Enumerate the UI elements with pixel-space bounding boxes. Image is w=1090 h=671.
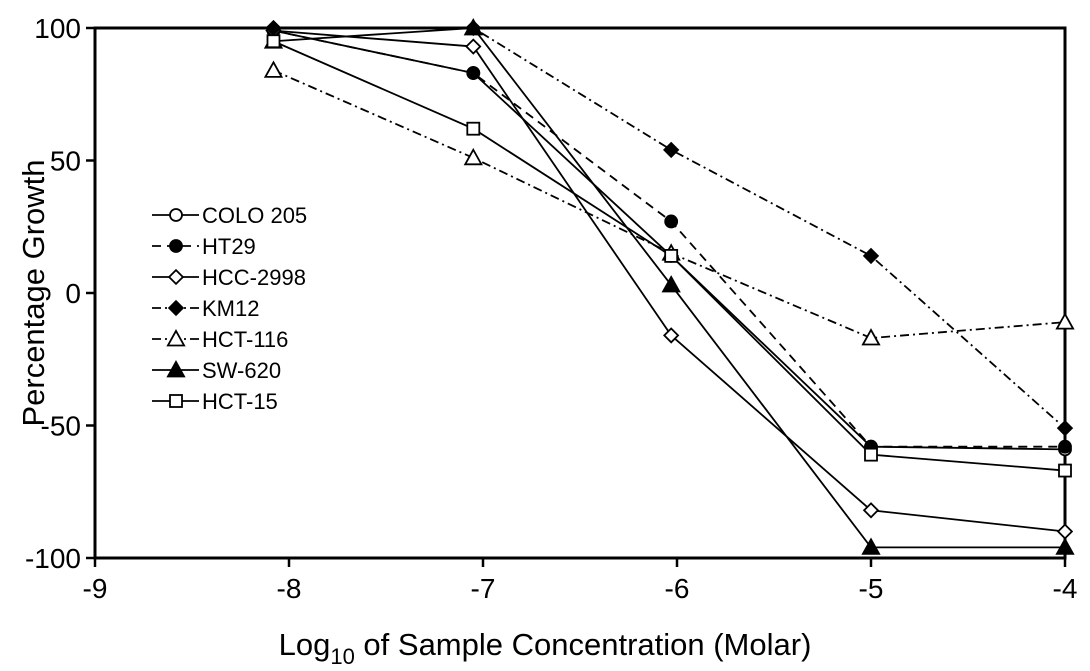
x-tick-label: -9 [83, 573, 108, 604]
data-point-sw-620 [861, 537, 881, 555]
x-axis-title: Log10 of Sample Concentration (Molar) [279, 627, 812, 669]
data-point-hcc-2998 [663, 327, 680, 344]
data-point-hct-116 [463, 147, 483, 166]
legend-marker-sw-620 [166, 360, 186, 378]
data-point-hct-116 [1055, 312, 1075, 330]
legend-label-colo-205: COLO 205 [202, 203, 307, 228]
plot-frame [93, 26, 1067, 560]
legend-marker-hct-116 [166, 329, 186, 347]
data-point-sw-620 [463, 18, 483, 36]
data-point-hct-15 [664, 248, 679, 263]
legend-marker-colo-205 [169, 208, 183, 222]
data-point-ht29 [664, 214, 679, 229]
legend-marker-hcc-2998 [167, 268, 185, 286]
legend-label-hct-116: HCT-116 [202, 327, 288, 352]
x-axis-title-main: Log [279, 627, 331, 662]
data-point-hct-116 [861, 328, 881, 346]
data-point-ht29 [466, 66, 481, 80]
data-point-km12 [862, 247, 880, 265]
data-point-hct-15 [864, 447, 878, 462]
legend-label-hcc-2998: HCC-2998 [202, 265, 306, 290]
x-tick-label: -4 [1053, 573, 1078, 604]
x-axis-title-subscript: 10 [330, 644, 354, 669]
x-tick-label: -5 [859, 573, 884, 604]
data-point-hcc-2998 [465, 38, 482, 55]
axis-ticks: -9 -8 -7 -6 -5 -4 100 50 0 -50 -100 [25, 13, 1078, 604]
data-point-km12 [663, 141, 680, 159]
y-axis-title: Percentage Growth [16, 159, 51, 426]
y-tick-label: -50 [41, 411, 81, 442]
x-tick-label: -8 [277, 573, 302, 604]
series-line-hct-116 [273, 69, 1065, 339]
data-point-hct-15 [466, 121, 481, 136]
legend-marker-km12 [167, 299, 185, 317]
y-tick-label: 50 [50, 146, 81, 177]
legend-marker-ht29 [169, 239, 183, 253]
legend-label-ht29: HT29 [202, 234, 256, 259]
legend: COLO 205 HT29 HCC-2998 KM12 HCT-116 SW-620 HCT… [152, 203, 307, 414]
data-point-ht29 [1058, 439, 1072, 454]
series-line-km12 [273, 28, 1065, 429]
x-tick-label: -6 [665, 573, 690, 604]
data-point-hcc-2998 [1056, 523, 1074, 540]
y-tick-label: -100 [25, 543, 81, 574]
y-tick-label: 0 [65, 278, 81, 309]
x-axis-title-rest: of Sample Concentration (Molar) [355, 627, 812, 662]
y-tick-label: 100 [34, 13, 81, 44]
data-point-hct-15 [266, 34, 281, 49]
x-tick-label: -7 [471, 573, 496, 604]
data-point-sw-620 [661, 275, 681, 293]
data-point-sw-620 [1055, 537, 1075, 555]
legend-label-km12: KM12 [202, 296, 259, 321]
data-point-km12 [1056, 419, 1074, 437]
legend-label-sw-620: SW-620 [202, 358, 281, 383]
legend-label-hct-15: HCT-15 [202, 389, 278, 414]
data-point-hct-116 [263, 60, 284, 78]
legend-marker-hct-15 [169, 394, 183, 408]
data-point-hct-15 [1058, 463, 1072, 478]
series-markers [263, 18, 1075, 555]
data-point-hcc-2998 [862, 502, 880, 519]
